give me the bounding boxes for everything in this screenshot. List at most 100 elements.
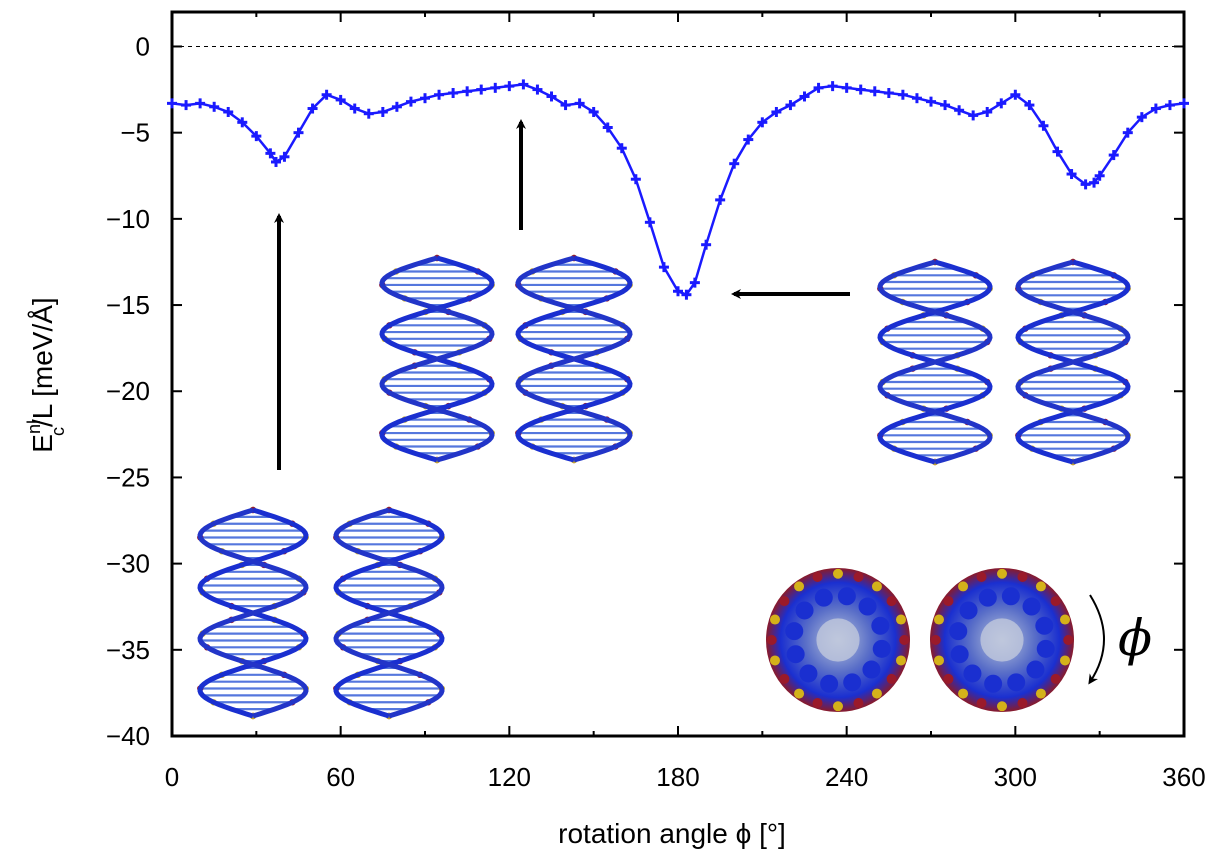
y-label-rest: /L [meV/Å] [27,297,58,427]
data-point-marker [689,277,700,288]
data-point-marker [911,93,922,104]
dna-end-view-icon [766,568,910,712]
data-point-marker [1010,89,1021,100]
dna-helix-icon [197,506,309,720]
data-point-marker [729,158,740,169]
data-point-marker [630,174,641,185]
data-point-marker [321,89,332,100]
data-point-marker [1052,146,1063,157]
data-point-marker [827,81,838,92]
data-point-marker [560,100,571,111]
data-point-marker [1038,120,1049,131]
data-point-marker [701,239,712,250]
y-tick-label: −20 [106,376,150,406]
x-tick-label: 240 [825,762,868,792]
data-point-marker [1024,100,1035,111]
data-point-marker [1150,103,1161,114]
x-tick-label: 120 [488,762,531,792]
data-point-marker [940,100,951,111]
data-point-marker [813,82,824,93]
y-tick-label: −15 [106,290,150,320]
data-point-marker [476,84,487,95]
data-point-marker [954,105,965,116]
data-point-marker [307,103,318,114]
dna-illustration-120deg [379,254,633,464]
y-tick-label: −40 [106,721,150,751]
data-point-marker [377,106,388,117]
data-point-marker [1080,179,1091,190]
data-point-marker [1136,112,1147,123]
y-label-sup: nl [24,420,44,434]
y-axis-ticks: 0 −5 −10 −15 −20 −25 −30 −35 −40 [106,31,1184,751]
data-point-marker [1108,150,1119,161]
data-point-marker [279,151,290,162]
y-tick-label: −25 [106,462,150,492]
data-point-marker [799,91,810,102]
data-point-marker [1066,169,1077,180]
dna-helix-icon [1015,258,1131,466]
data-point-marker [883,88,894,99]
data-point-marker [434,89,445,100]
data-point-marker [391,101,402,112]
y-tick-label: 0 [136,31,150,61]
dna-helix-icon [379,254,495,464]
data-point-marker [546,91,557,102]
data-point-marker [771,106,782,117]
phi-symbol: ϕ [1118,609,1152,667]
data-point-marker [293,127,304,138]
x-tick-label: 0 [165,762,179,792]
dna-helix-icon [515,254,633,464]
data-point-marker [271,156,282,167]
data-point-marker [673,286,683,297]
dna-end-view-icon [930,568,1074,712]
x-tick-label: 60 [326,762,355,792]
data-point-marker [532,84,543,95]
data-point-marker [869,86,880,97]
x-axis-label: rotation angle ϕ [°] [558,818,786,849]
data-point-marker [616,143,627,154]
data-point-marker [518,79,529,90]
data-point-marker [223,106,234,117]
data-point-marker [405,96,416,107]
data-point-marker [1094,170,1105,181]
data-point-marker [681,289,692,300]
data-point-marker [335,94,346,105]
y-axis-label: Enl c/L [meV/Å] [24,297,68,452]
y-tick-label: −30 [106,549,150,579]
dna-end-view-illustration: ϕ [766,568,1152,712]
data-point-marker [658,262,669,273]
data-point-marker [644,217,655,228]
data-point-marker [588,106,599,117]
x-tick-label: 180 [656,762,699,792]
y-tick-label: −10 [106,204,150,234]
data-point-marker [926,96,936,107]
data-point-marker [574,98,585,109]
rotation-arrow-icon [1088,594,1105,685]
series-line [171,83,1185,297]
data-point-marker [982,106,993,117]
y-tick-label: −35 [106,635,150,665]
data-point-marker [1122,127,1133,138]
data-point-marker [349,103,360,114]
data-point-marker [715,194,726,205]
x-axis-ticks: 0 60 120 180 240 300 360 [165,12,1206,792]
dna-helix-icon [877,258,993,466]
data-point-marker [996,98,1007,109]
data-point-marker [490,82,501,93]
data-point-marker [968,110,979,121]
data-point-marker [743,134,754,145]
y-label-base: E [27,434,58,453]
data-point-marker [448,88,459,99]
data-point-marker [855,84,866,95]
data-point-marker [757,117,768,128]
data-point-marker [181,100,192,111]
data-point-marker [1179,98,1189,109]
data-point-marker [363,108,374,119]
data-point-marker [897,89,908,100]
x-tick-label: 360 [1162,762,1205,792]
data-point-marker [237,117,248,128]
y-label-sub: c [48,427,68,436]
data-point-marker [602,122,613,133]
data-point-marker [167,98,177,109]
